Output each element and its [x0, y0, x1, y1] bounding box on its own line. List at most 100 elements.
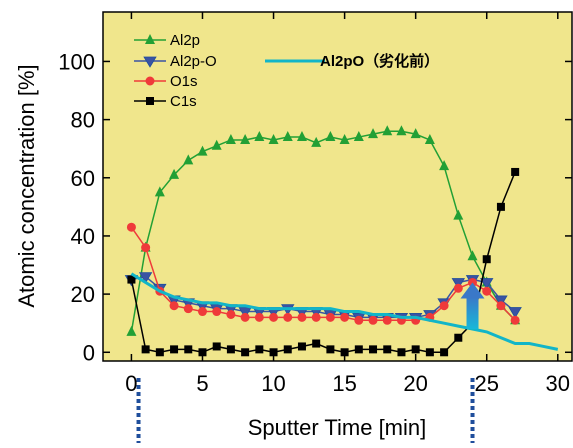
data-point-al2p-o — [508, 307, 522, 319]
data-point-c1s — [155, 348, 164, 357]
data-point-al2p — [211, 139, 222, 150]
data-point-al2p — [154, 186, 165, 197]
data-point-al2p — [296, 131, 307, 142]
arrow-head — [460, 282, 485, 299]
data-point-c1s — [184, 345, 193, 354]
x-tick-label: 0 — [125, 371, 137, 396]
legend-label: Al2pO（劣化前） — [320, 52, 439, 70]
y-tick-label: 20 — [71, 282, 95, 307]
data-point-o1s — [240, 312, 250, 322]
data-point-al2p — [325, 131, 336, 142]
data-point-al2p — [282, 131, 293, 142]
legend-label: C1s — [170, 93, 197, 110]
data-point-o1s — [496, 301, 506, 311]
data-point-c1s — [340, 348, 349, 357]
data-point-c1s — [425, 348, 434, 357]
data-point-c1s — [212, 342, 221, 351]
x-tick-label: 10 — [261, 371, 285, 396]
data-point-al2p — [126, 325, 137, 336]
legend-label: Al2p-O — [170, 53, 217, 70]
legend-marker — [145, 34, 155, 44]
data-point-o1s — [269, 312, 279, 322]
data-point-o1s — [141, 243, 151, 253]
data-point-c1s — [297, 342, 306, 351]
x-tick-label: 30 — [546, 371, 570, 396]
data-point-o1s — [297, 312, 307, 322]
x-tick-label: 20 — [403, 371, 427, 396]
data-point-c1s — [283, 345, 292, 354]
data-point-al2p-o — [480, 278, 494, 290]
data-point-al2p-o — [451, 278, 466, 290]
data-point-o1s — [183, 304, 193, 314]
data-point-al2p — [424, 133, 435, 144]
data-point-al2p — [268, 133, 279, 144]
data-point-o1s — [439, 301, 449, 311]
series-line-o1s — [130, 226, 516, 322]
legend-marker — [146, 97, 154, 105]
data-point-c1s — [454, 333, 463, 342]
y-tick-label: 60 — [71, 166, 95, 191]
data-point-o1s — [354, 315, 364, 325]
data-point-c1s — [312, 339, 321, 348]
data-point-al2p — [254, 131, 265, 142]
data-point-c1s — [255, 345, 264, 354]
data-point-o1s — [368, 315, 378, 325]
data-point-o1s — [197, 307, 207, 317]
data-point-c1s — [127, 275, 136, 284]
data-point-o1s — [382, 315, 392, 325]
data-point-c1s — [354, 345, 363, 354]
data-point-al2p — [353, 131, 364, 142]
data-point-o1s — [482, 286, 492, 296]
data-point-al2p — [339, 133, 350, 144]
data-point-al2p — [311, 136, 322, 147]
plot-background — [102, 11, 573, 362]
data-point-o1s — [453, 283, 463, 293]
data-point-al2p — [169, 168, 180, 179]
x-tick-label: 5 — [196, 371, 208, 396]
data-point-c1s — [326, 345, 335, 354]
legend-marker — [143, 56, 157, 68]
data-point-c1s — [170, 345, 179, 354]
data-point-al2p — [183, 154, 194, 165]
data-point-al2p — [410, 128, 421, 139]
data-point-c1s — [411, 345, 420, 354]
data-point-c1s — [440, 348, 449, 357]
data-point-al2p — [225, 133, 236, 144]
legend-label: Al2p — [170, 32, 200, 49]
data-point-al2p — [453, 209, 464, 220]
data-point-o1s — [226, 309, 236, 319]
x-axis-label: Sputter Time [min] — [248, 415, 427, 440]
y-tick-label: 0 — [83, 340, 95, 365]
data-point-c1s — [269, 348, 278, 357]
data-point-o1s — [325, 312, 335, 322]
series-line-al2p-o — [131, 275, 516, 319]
data-point-al2p — [396, 125, 407, 136]
data-point-al2p-o — [494, 295, 508, 307]
series-line-al2p — [130, 130, 516, 333]
y-tick-label: 80 — [71, 108, 95, 133]
data-point-al2p — [368, 128, 379, 139]
data-point-c1s — [511, 167, 520, 176]
data-point-al2p — [467, 250, 478, 261]
data-point-o1s — [212, 307, 222, 317]
data-point-c1s — [496, 202, 505, 211]
data-point-o1s — [283, 312, 293, 322]
data-point-al2p-o — [238, 307, 252, 319]
data-point-c1s — [141, 345, 150, 354]
data-point-c1s — [397, 348, 406, 357]
data-point-o1s — [340, 312, 350, 322]
x-tick-label: 25 — [474, 371, 498, 396]
data-point-al2p — [197, 145, 208, 156]
data-point-c1s — [241, 348, 250, 357]
y-axis-label: Atomic concentration [%] — [14, 64, 39, 307]
x-tick-label: 15 — [332, 371, 356, 396]
series-line-c1s — [130, 171, 516, 354]
legend-marker — [145, 76, 155, 86]
data-point-al2p — [382, 125, 393, 136]
series-line-al2po — [130, 272, 559, 351]
data-point-c1s — [198, 348, 207, 357]
data-point-o1s — [254, 312, 264, 322]
data-point-al2p — [439, 160, 450, 171]
data-point-al2p — [240, 133, 251, 144]
